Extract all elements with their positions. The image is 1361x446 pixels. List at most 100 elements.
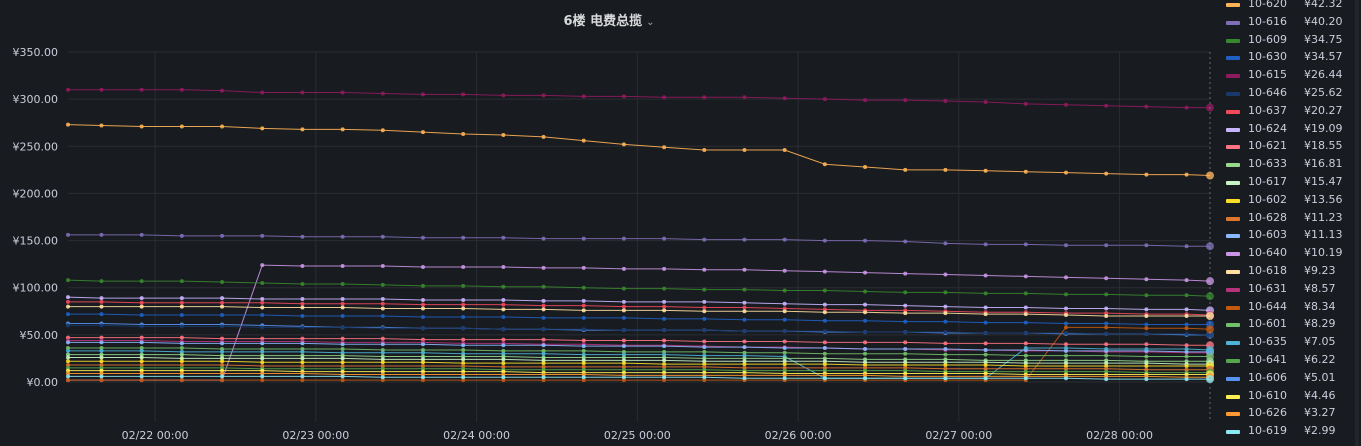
legend-item[interactable]: 10-616 ¥40.20 — [1218, 15, 1361, 33]
chevron-down-icon[interactable]: ⌄ — [646, 17, 655, 28]
data-point — [461, 372, 466, 377]
legend-item[interactable]: 10-641 ¥6.22 — [1218, 353, 1361, 371]
legend-item[interactable]: 10-628 ¥11.23 — [1218, 211, 1361, 229]
data-point — [139, 359, 144, 364]
data-point — [1023, 369, 1028, 374]
legend-swatch — [1226, 252, 1240, 257]
data-point — [461, 375, 466, 380]
data-point — [380, 378, 385, 383]
panel-title[interactable]: 6楼 电费总揽 ⌄ — [0, 10, 1218, 29]
data-point — [420, 264, 425, 269]
data-point — [501, 348, 506, 353]
legend-item[interactable]: 10-631 ¥8.57 — [1218, 282, 1361, 300]
legend-item[interactable]: 10-609 ¥34.75 — [1218, 33, 1361, 51]
data-point — [1184, 363, 1189, 368]
data-point — [782, 359, 787, 364]
legend-item[interactable]: 10-603 ¥11.13 — [1218, 228, 1361, 246]
legend-series-value: ¥16.81 — [1304, 157, 1343, 171]
data-point — [179, 296, 184, 301]
legend-item[interactable]: 10-633 ¥16.81 — [1218, 157, 1361, 175]
data-point — [1144, 331, 1149, 336]
legend-series-value: ¥11.13 — [1304, 228, 1343, 242]
legend-item[interactable]: 10-644 ¥8.34 — [1218, 300, 1361, 318]
legend-item[interactable]: 10-637 ¥20.27 — [1218, 104, 1361, 122]
legend-item[interactable]: 10-606 ¥5.01 — [1218, 371, 1361, 389]
data-point — [782, 339, 787, 344]
data-point — [943, 330, 948, 335]
data-point — [220, 336, 225, 341]
data-point — [340, 369, 345, 374]
data-point — [179, 233, 184, 238]
data-point — [340, 363, 345, 368]
data-point — [420, 302, 425, 307]
legend-item[interactable]: 10-626 ¥3.27 — [1218, 406, 1361, 424]
data-point — [541, 298, 546, 303]
legend-item[interactable]: 10-617 ¥15.47 — [1218, 175, 1361, 193]
data-point — [99, 352, 104, 357]
data-point — [1063, 353, 1068, 358]
data-point — [903, 340, 908, 345]
legend-item[interactable]: 10-610 ¥4.46 — [1218, 389, 1361, 407]
data-point — [621, 361, 626, 366]
data-point — [300, 341, 305, 346]
data-point — [541, 315, 546, 320]
legend-item[interactable]: 10-620 ¥42.32 — [1218, 0, 1361, 15]
data-point — [541, 303, 546, 308]
legend-series-value: ¥8.34 — [1304, 299, 1336, 313]
data-point — [380, 369, 385, 374]
legend-series-name: 10-646 — [1248, 86, 1287, 99]
data-point — [822, 310, 827, 315]
data-point — [943, 167, 948, 172]
legend-item[interactable]: 10-630 ¥34.57 — [1218, 50, 1361, 68]
legend-item[interactable]: 10-602 ¥13.56 — [1218, 193, 1361, 211]
data-point — [220, 356, 225, 361]
legend-item[interactable]: 10-601 ¥8.29 — [1218, 317, 1361, 335]
data-point — [380, 314, 385, 318]
data-point — [702, 349, 707, 354]
data-point — [1144, 172, 1149, 177]
data-point — [99, 355, 104, 360]
legend-item[interactable]: 10-619 ¥2.99 — [1218, 424, 1361, 442]
data-point — [420, 378, 425, 383]
data-point — [420, 235, 425, 240]
data-point — [581, 344, 586, 349]
data-point — [782, 365, 787, 370]
legend-item[interactable]: 10-618 ¥9.23 — [1218, 264, 1361, 282]
data-point — [1023, 242, 1028, 247]
data-point — [782, 268, 787, 273]
legend-series-name: 10-640 — [1248, 246, 1287, 260]
data-point — [742, 370, 747, 375]
legend-item[interactable]: 10-624 ¥19.09 — [1218, 122, 1361, 140]
legend-item[interactable]: 10-640 ¥10.19 — [1218, 246, 1361, 264]
legend-item[interactable]: 10-621 ¥18.55 — [1218, 139, 1361, 157]
data-point — [99, 335, 104, 340]
data-point — [300, 371, 305, 376]
data-point — [1206, 242, 1214, 251]
data-point — [300, 356, 305, 361]
legend-series-name: 10-610 — [1248, 388, 1287, 402]
legend-scrollbar[interactable] — [1355, 0, 1359, 446]
data-point — [903, 271, 908, 276]
legend-item[interactable]: 10-646 ¥25.62 — [1218, 86, 1361, 104]
legend-swatch — [1226, 216, 1240, 221]
data-point — [1184, 322, 1189, 327]
data-point — [1063, 366, 1068, 371]
data-point — [380, 350, 385, 355]
legend-item[interactable]: 10-635 ¥7.05 — [1218, 335, 1361, 353]
data-point — [99, 359, 104, 364]
data-point — [99, 368, 104, 373]
data-point — [220, 300, 225, 305]
data-point — [1023, 330, 1028, 335]
data-point — [581, 285, 586, 290]
data-point — [179, 300, 184, 305]
series-line-10-641 — [68, 367, 1210, 374]
data-point — [66, 323, 70, 328]
data-point — [300, 264, 305, 269]
legend-series-value: ¥6.22 — [1304, 353, 1336, 366]
data-point — [461, 314, 466, 319]
data-point — [742, 359, 747, 364]
panel-title-text[interactable]: 6楼 电费总揽 — [563, 14, 643, 29]
data-point — [1144, 104, 1149, 109]
legend-item[interactable]: 10-615 ¥26.44 — [1218, 68, 1361, 86]
series-line-10-610 — [68, 370, 1210, 375]
